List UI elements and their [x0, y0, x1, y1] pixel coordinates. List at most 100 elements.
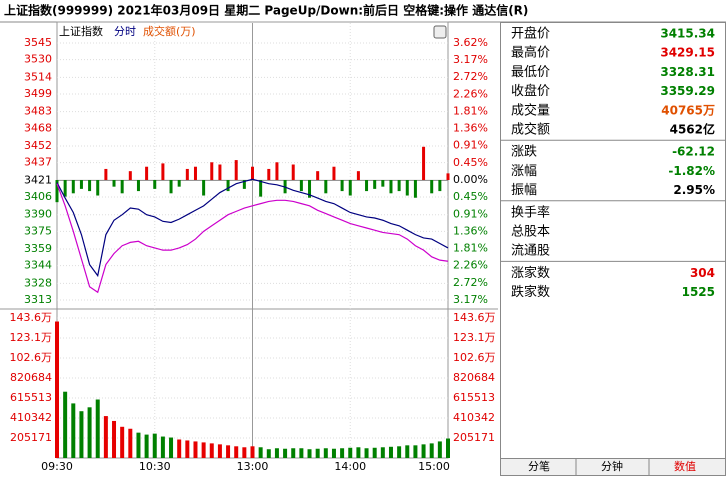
volume-bar: [112, 420, 117, 458]
volume-bar: [421, 444, 426, 458]
volume-bar: [160, 436, 165, 458]
volume-bar: [258, 447, 263, 458]
strength-bar: [251, 166, 254, 181]
volume-bar: [372, 447, 377, 458]
volume-bar: [250, 446, 255, 458]
zoom-button[interactable]: [433, 25, 447, 39]
y-tick-label: 3359: [24, 242, 52, 255]
strength-bar: [79, 180, 83, 189]
row-label: 总股本: [511, 225, 550, 240]
y-tick-label: 3437: [24, 156, 52, 169]
y-tick-label: 3530: [24, 53, 52, 66]
volume-tick-label-right: 143.6万: [453, 311, 496, 324]
strength-bar: [71, 180, 75, 194]
volume-bar: [274, 448, 279, 458]
volume-tick-label-right: 123.1万: [453, 331, 496, 344]
row-value: -1.82%: [668, 164, 715, 178]
volume-bar: [226, 445, 231, 458]
strength-bar: [136, 180, 140, 192]
row-label: 换手率: [511, 204, 550, 220]
strength-bar: [291, 164, 295, 181]
row-label: 成交额: [511, 122, 550, 138]
row-label: 开盘价: [511, 26, 550, 42]
tab[interactable]: 数值: [674, 460, 696, 473]
volume-tick-label: 123.1万: [10, 331, 53, 344]
volume-bar: [152, 433, 157, 458]
volume-bar: [217, 444, 222, 458]
strength-bar: [202, 180, 206, 196]
y2-tick-label: 0.91%: [453, 139, 488, 152]
volume-bar: [307, 449, 312, 458]
legend-name: 上证指数: [59, 24, 103, 38]
strength-bar: [161, 163, 165, 181]
strength-bar: [397, 180, 401, 192]
y2-tick-label: 0.91%: [453, 207, 488, 220]
volume-bar: [185, 440, 190, 458]
volume-tick-label: 143.6万: [10, 311, 53, 324]
window-title: 上证指数(999999) 2021年03月09日 星期二 PageUp/Down…: [4, 3, 528, 18]
y-tick-label: 3328: [24, 276, 52, 289]
y-tick-label: 3452: [24, 139, 52, 152]
strength-bar: [299, 180, 303, 192]
volume-bar: [388, 446, 393, 458]
volume-bar: [266, 449, 271, 458]
volume-tick-label-right: 820684: [453, 371, 495, 384]
volume-bar: [323, 448, 328, 458]
row-label: 跌家数: [511, 284, 550, 300]
y-tick-label: 3499: [24, 87, 52, 100]
y2-tick-label: 2.72%: [453, 276, 488, 289]
x-tick-label: 13:00: [237, 460, 269, 473]
y2-tick-label: 1.36%: [453, 224, 488, 237]
volume-bar: [128, 428, 133, 458]
volume-bar: [144, 434, 149, 458]
strength-bar: [348, 180, 352, 196]
y2-tick-label: 3.17%: [453, 53, 488, 66]
volume-bar: [283, 448, 288, 458]
row-value: 3328.31: [660, 65, 715, 79]
volume-bar: [446, 438, 450, 458]
strength-bar: [242, 180, 246, 189]
strength-bar: [308, 180, 312, 198]
volume-tick-label-right: 205171: [453, 431, 495, 444]
tab[interactable]: 分钟: [601, 459, 623, 473]
y-tick-label: 3375: [24, 224, 52, 237]
strength-bar: [405, 180, 409, 196]
row-value: 40765万: [661, 103, 715, 117]
volume-bar: [63, 391, 68, 458]
row-label: 涨家数: [511, 265, 550, 281]
row-value: 304: [690, 266, 715, 280]
x-tick-label: 09:30: [41, 460, 73, 473]
strength-bar: [120, 180, 124, 194]
volume-bar: [103, 416, 108, 458]
strength-bar: [226, 180, 230, 192]
y-tick-label: 3468: [24, 121, 52, 134]
x-tick-label: 14:00: [334, 460, 366, 473]
volume-bar: [429, 443, 434, 458]
volume-tick-label-right: 410342: [453, 411, 495, 424]
volume-bar: [201, 442, 206, 458]
volume-bar: [87, 407, 92, 458]
strength-bar: [218, 164, 222, 181]
strength-bar: [381, 180, 385, 187]
y-tick-label: 3406: [24, 190, 52, 203]
volume-bar: [299, 448, 304, 458]
volume-bar: [397, 446, 402, 458]
volume-bar: [209, 443, 214, 458]
volume-bar: [193, 441, 198, 458]
y-tick-label: 3313: [24, 293, 52, 306]
strength-bar: [153, 180, 157, 189]
legend-mode: 分时: [114, 25, 136, 38]
strength-bar: [55, 180, 59, 203]
row-label: 最低价: [511, 65, 550, 80]
volume-bar: [291, 448, 296, 458]
tab[interactable]: 分笔: [528, 459, 550, 473]
strength-bar: [88, 180, 92, 192]
volume-bar: [315, 448, 320, 458]
strength-bar: [356, 171, 360, 181]
price-line: [56, 178, 449, 278]
volume-bar: [331, 448, 336, 458]
volume-bar: [413, 445, 418, 458]
strength-bar: [430, 180, 434, 194]
volume-bar: [234, 446, 239, 458]
